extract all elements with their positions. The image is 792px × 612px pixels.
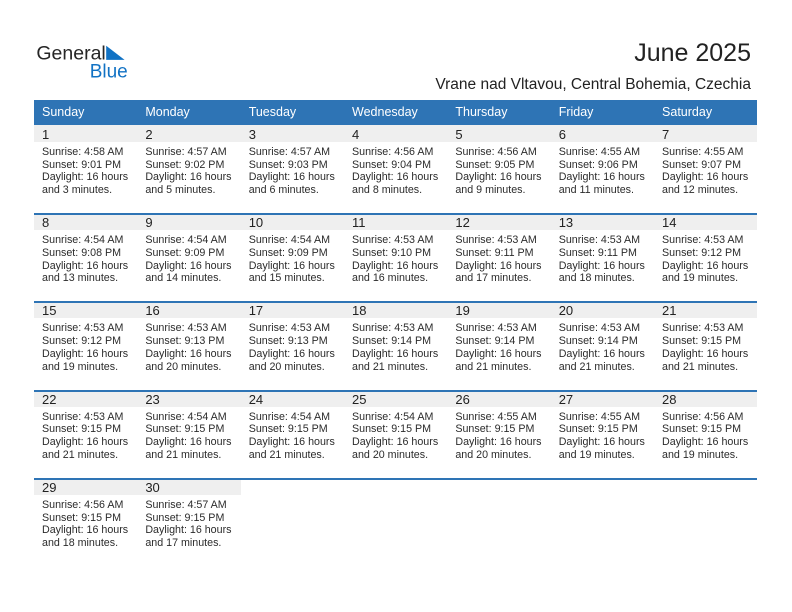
svg-text:Blue: Blue — [90, 61, 128, 82]
